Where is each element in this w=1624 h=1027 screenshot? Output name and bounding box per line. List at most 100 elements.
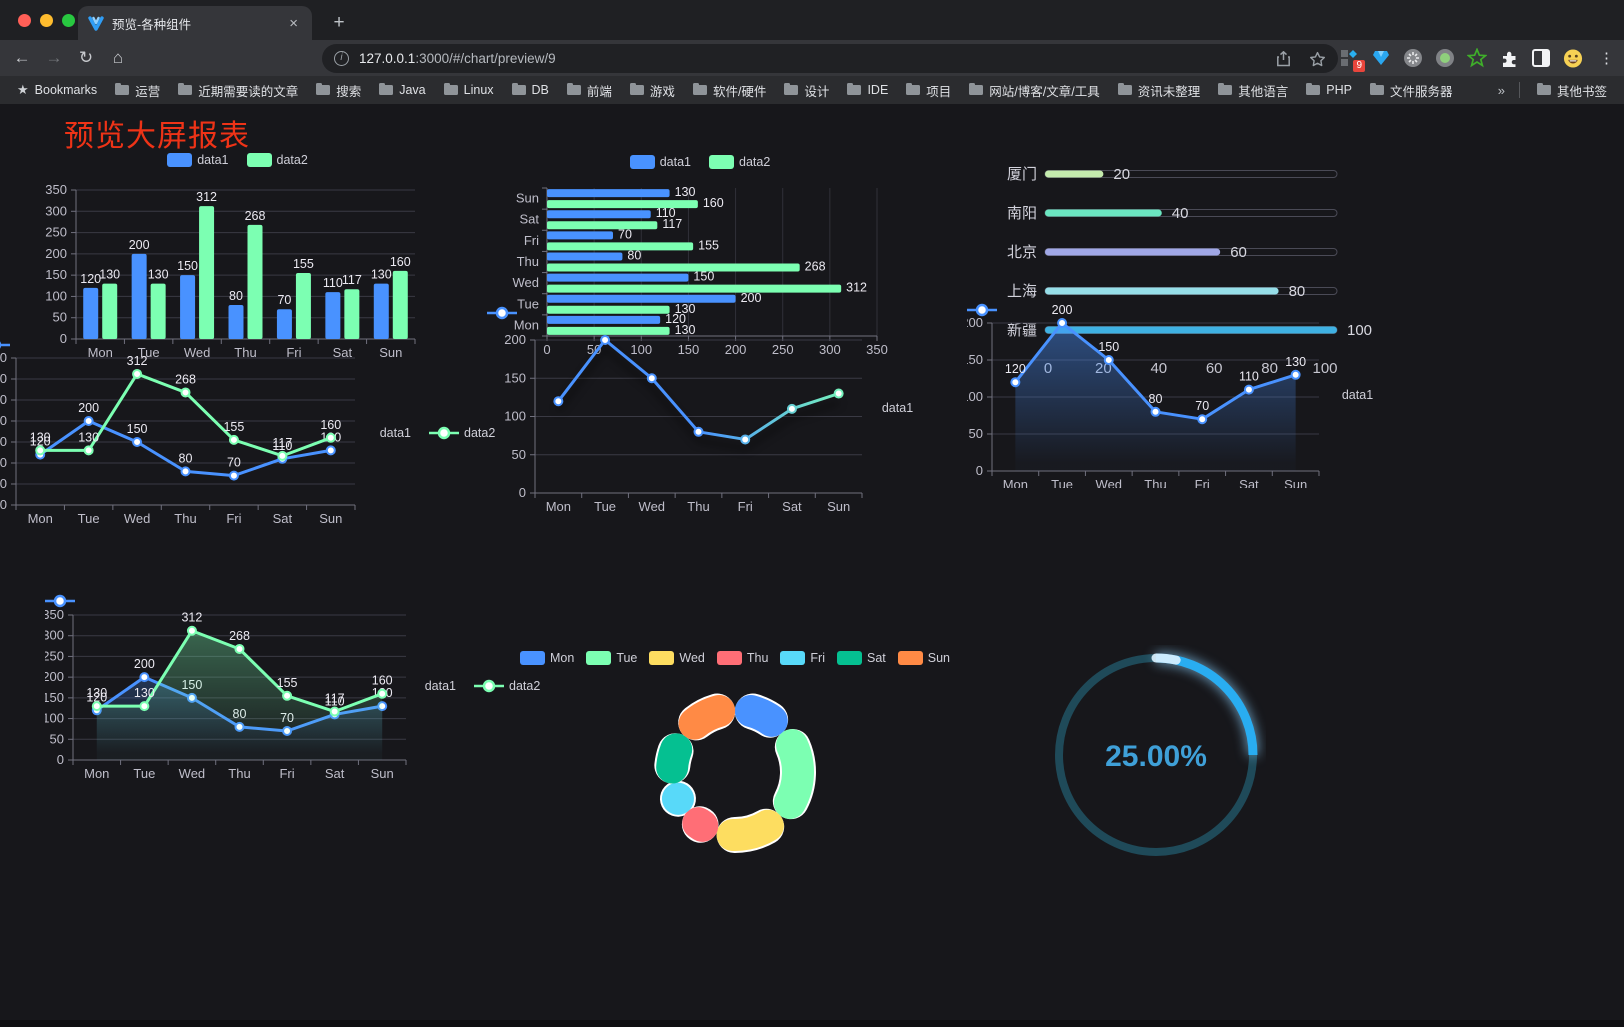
bar-data1[interactable] — [276, 309, 292, 339]
data-point[interactable] — [34, 445, 45, 456]
bookmark-folder[interactable]: 资讯未整理 — [1109, 79, 1210, 101]
data-point[interactable] — [83, 445, 94, 456]
legend-item-Fri[interactable]: Fri — [780, 651, 825, 665]
bookmark-folder[interactable]: 网站/博客/文章/工具 — [960, 79, 1108, 101]
bookmark-folder[interactable]: 软件/硬件 — [684, 79, 775, 101]
bookmarks-root[interactable]: ★ Bookmarks — [8, 79, 106, 101]
browser-tab[interactable]: 预览-各种组件 × — [78, 6, 312, 40]
data-point[interactable] — [1103, 354, 1114, 365]
share-icon[interactable] — [1276, 50, 1291, 67]
pie-slice-Wed[interactable] — [716, 809, 784, 851]
chart-area-two[interactable]: 0 50 100 150 200 250 300 350 Mon Tue Wed Thu Fri Sat S… — [44, 594, 540, 881]
data-point[interactable] — [1197, 413, 1208, 424]
data-point[interactable] — [228, 434, 239, 445]
back-icon[interactable]: ← — [13, 48, 31, 67]
bar-data2[interactable] — [295, 273, 311, 339]
legend-item-Wed[interactable]: Wed — [649, 651, 705, 665]
bar-data2[interactable] — [150, 283, 166, 339]
data-point[interactable] — [376, 688, 387, 699]
bar-data1[interactable] — [228, 304, 244, 339]
pie-slice-Thu[interactable] — [682, 807, 719, 842]
data-point[interactable] — [646, 372, 657, 383]
bookmark-folder[interactable]: 搜索 — [307, 79, 370, 101]
pie-slice-Tue[interactable] — [773, 729, 814, 819]
bookmarks-overflow-chevron[interactable]: » — [1497, 82, 1505, 98]
extension-green-star-icon[interactable] — [1467, 48, 1487, 68]
bar-data2[interactable] — [199, 206, 215, 339]
bar-data1[interactable] — [131, 253, 147, 339]
legend-item-data1[interactable]: 0 50 100 150 200 250 300 350 Mon Tue Wed Thu Fri Sat S… — [44, 594, 456, 779]
legend-item-Tue[interactable]: Tue — [586, 651, 637, 665]
progress-fill[interactable] — [1045, 287, 1279, 295]
pie-slice-Mon[interactable] — [734, 695, 788, 737]
series-data2[interactable]: 130 130 312 268 155 117 160 — [30, 354, 341, 461]
data-point[interactable] — [325, 432, 336, 443]
legend-item-data2[interactable]: data2 — [429, 426, 495, 440]
chart-area-single[interactable]: 050100150200MonTueWedThuFriSatSun1202001… — [966, 303, 1373, 590]
extension-wheel-icon[interactable] — [1403, 48, 1423, 68]
bookmark-folder[interactable]: Linux — [435, 79, 503, 101]
data-point[interactable] — [329, 706, 340, 717]
bookmark-folder[interactable]: IDE — [838, 79, 897, 101]
legend-item-data2[interactable]: data2 — [709, 155, 770, 169]
series-data1[interactable]: 120 200 150 80 70 110 130 — [1005, 303, 1306, 424]
bar-data2[interactable] — [247, 224, 263, 339]
data-point[interactable] — [277, 450, 288, 461]
data-point[interactable] — [599, 334, 610, 345]
data-point[interactable] — [1290, 369, 1301, 380]
data-point[interactable] — [234, 643, 245, 654]
legend-item-Sun[interactable]: Sun — [897, 651, 950, 665]
bar-data1[interactable] — [547, 231, 613, 240]
bookmark-folder[interactable]: 近期需要读的文章 — [169, 79, 307, 101]
other-bookmarks[interactable]: 其他书签 — [1528, 79, 1616, 101]
bookmark-folder[interactable]: 文件服务器 — [1361, 79, 1462, 101]
bookmark-star-icon[interactable] — [1309, 51, 1326, 67]
extension-emoji-icon[interactable] — [1563, 48, 1583, 68]
data-point[interactable] — [1150, 406, 1161, 417]
window-minimize-button[interactable] — [40, 14, 53, 27]
progress-fill[interactable] — [1045, 248, 1221, 256]
site-info-icon[interactable]: i — [334, 51, 349, 66]
bar-data2[interactable] — [547, 284, 842, 293]
chart-donut-pie[interactable]: Mon Tue Wed Thu Fri Sat Sun — [500, 648, 970, 898]
data-point[interactable] — [281, 690, 292, 701]
pie-slice-Sun[interactable] — [678, 695, 736, 740]
legend-item-Mon[interactable]: Mon — [519, 651, 574, 665]
series-data2[interactable]: 130 130 312 268 155 117 160 — [99, 190, 411, 339]
chart-line-two[interactable]: 0 50 100 150 200 250 300 350 Mon Tue Wed Thu Fri Sat S… — [0, 341, 495, 633]
area-fill-data1[interactable] — [1015, 322, 1296, 471]
bar-data1[interactable] — [547, 252, 623, 261]
bookmark-folder[interactable]: Java — [370, 79, 434, 101]
data-point[interactable] — [740, 433, 751, 444]
data-point[interactable] — [1056, 317, 1067, 328]
bar-data1[interactable] — [180, 275, 196, 339]
new-tab-button[interactable]: + — [333, 12, 345, 33]
extension-grid-icon[interactable]: 9 — [1339, 48, 1365, 72]
bookmark-folder[interactable]: 项目 — [897, 79, 960, 101]
data-point[interactable] — [180, 466, 191, 477]
data-point[interactable] — [139, 671, 150, 682]
legend-item-Sat[interactable]: Sat — [837, 651, 886, 665]
pie-slice-Sat[interactable] — [656, 733, 693, 784]
address-bar[interactable]: i 127.0.0.1:3000/#/chart/preview/9 — [322, 44, 1338, 73]
legend-item-data1[interactable]: 0 50 100 150 200 Mon Tue Wed Thu Fri Sat Sun data1 — [486, 306, 913, 511]
data-point[interactable] — [833, 388, 844, 399]
series-data2[interactable]: 130 130 312 268 155 117 160 — [86, 610, 392, 717]
legend-item-data1[interactable]: data1 — [167, 153, 229, 167]
bookmark-folder[interactable]: 游戏 — [621, 79, 684, 101]
data-point[interactable] — [553, 395, 564, 406]
bookmark-folder[interactable]: 运营 — [106, 79, 169, 101]
chart-grouped-bar[interactable]: data1 data2 0 50 100 150 200 250 300 350 Mon Tue Wed… — [40, 150, 435, 365]
forward-icon[interactable]: → — [45, 48, 63, 67]
data-point[interactable] — [139, 700, 150, 711]
reload-icon[interactable]: ↻ — [78, 48, 94, 67]
bar-data1[interactable] — [547, 294, 736, 303]
bar-data2[interactable] — [547, 221, 658, 230]
bar-data1[interactable] — [83, 287, 99, 339]
chart-horizontal-bar[interactable]: data1 data2 0 50 100 150 200 250 300 350 Sun 130 160… — [505, 152, 895, 364]
data-point[interactable] — [693, 426, 704, 437]
data-point[interactable] — [91, 700, 102, 711]
bar-data1[interactable] — [547, 189, 670, 198]
data-point[interactable] — [325, 445, 336, 456]
data-point[interactable] — [1010, 376, 1021, 387]
